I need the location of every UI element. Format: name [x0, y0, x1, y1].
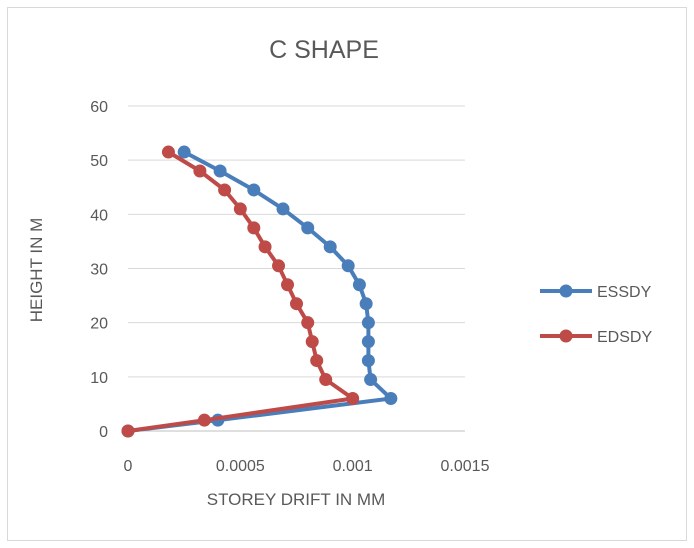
gridlines: [128, 105, 465, 432]
y-tick-labels: 0 10 20 30 40 50 60: [90, 99, 108, 441]
y-tick-label: 40: [90, 207, 108, 224]
data-point-edsdy: [346, 392, 360, 405]
data-point-essdy: [177, 145, 191, 159]
data-point-edsdy: [258, 240, 272, 254]
y-tick-label: 50: [90, 153, 108, 170]
data-point-essdy: [361, 316, 375, 330]
chart-title: C SHAPE: [269, 36, 379, 64]
y-tick-label: 20: [90, 316, 108, 333]
data-point-essdy: [359, 297, 373, 311]
y-tick-label: 0: [99, 424, 108, 441]
data-point-edsdy: [301, 316, 315, 330]
data-point-edsdy: [305, 335, 319, 349]
series-group: [121, 145, 398, 438]
y-tick-label: 60: [90, 99, 108, 116]
y-tick-label: 30: [90, 262, 108, 279]
data-point-edsdy: [197, 413, 211, 427]
legend-marker-essdy: [559, 284, 573, 298]
data-point-essdy: [276, 202, 290, 216]
data-point-essdy: [384, 392, 398, 405]
x-tick-labels: 0 0.0005 0.001 0.0015: [124, 458, 490, 475]
legend-item-edsdy: EDSDY: [540, 329, 652, 346]
data-point-edsdy: [281, 278, 295, 292]
chart-frame: [7, 7, 687, 541]
data-point-edsdy: [272, 259, 286, 273]
legend-label-edsdy: EDSDY: [597, 329, 652, 346]
data-point-edsdy: [319, 373, 333, 387]
data-point-edsdy: [233, 202, 247, 216]
x-axis-title: STOREY DRIFT IN MM: [207, 490, 386, 509]
data-point-edsdy: [247, 221, 261, 235]
data-point-essdy: [364, 373, 378, 387]
data-point-edsdy: [121, 424, 135, 438]
data-point-essdy: [361, 335, 375, 349]
x-tick-label: 0: [124, 458, 133, 475]
legend-item-essdy: ESSDY: [540, 284, 652, 301]
data-point-essdy: [361, 354, 375, 368]
data-point-essdy: [341, 259, 355, 273]
y-axis-title: HEIGHT IN M: [27, 218, 46, 323]
x-tick-label: 0.0005: [216, 458, 265, 475]
legend-label-essdy: ESSDY: [597, 284, 652, 301]
data-point-edsdy: [310, 354, 324, 368]
data-point-essdy: [352, 278, 366, 292]
data-point-essdy: [247, 183, 261, 197]
data-point-edsdy: [290, 297, 303, 311]
series-line-essdy: [127, 150, 393, 433]
data-point-edsdy: [218, 183, 232, 197]
data-point-essdy: [213, 164, 227, 178]
data-point-edsdy: [161, 145, 175, 159]
x-tick-label: 0.001: [333, 458, 373, 475]
series-line-edsdy: [127, 150, 355, 433]
data-point-edsdy: [193, 164, 207, 178]
legend: ESSDY EDSDY: [540, 284, 652, 346]
legend-marker-edsdy: [559, 329, 573, 343]
y-tick-label: 10: [90, 370, 108, 387]
data-point-essdy: [323, 240, 337, 254]
x-tick-label: 0.0015: [441, 458, 490, 475]
data-point-essdy: [301, 221, 315, 235]
